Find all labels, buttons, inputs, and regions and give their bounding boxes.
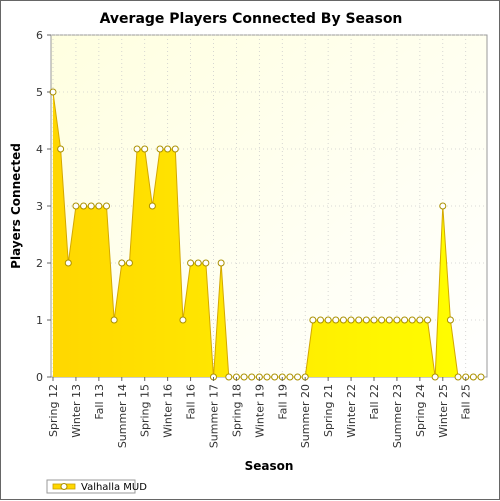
data-point [271, 373, 279, 381]
data-point [240, 373, 248, 381]
data-point [179, 316, 187, 324]
x-tick-label: Winter 13 [70, 384, 83, 438]
x-tick-label: Winter 16 [162, 384, 175, 438]
legend-box [46, 479, 136, 494]
data-point [439, 202, 447, 210]
data-point [378, 316, 386, 324]
data-point [469, 373, 477, 381]
data-point [339, 316, 347, 324]
data-point [477, 373, 485, 381]
x-tick-label: Spring 21 [322, 384, 335, 437]
data-point [217, 259, 225, 267]
data-point [286, 373, 294, 381]
data-point [194, 259, 202, 267]
data-point [187, 259, 195, 267]
legend-label: Valhalla MUD [81, 482, 147, 493]
y-tick-label: 0 [36, 371, 43, 384]
data-point [225, 373, 233, 381]
data-point [416, 316, 424, 324]
data-point [72, 202, 80, 210]
data-point [393, 316, 401, 324]
y-tick-label: 2 [36, 257, 43, 270]
data-point [401, 316, 409, 324]
x-tick-label: Spring 15 [139, 384, 152, 437]
y-tick-label: 5 [36, 86, 43, 99]
data-point [156, 145, 164, 153]
series-area-fill [53, 92, 481, 377]
data-point [424, 316, 431, 324]
data-point [57, 145, 65, 153]
x-tick-label: Summer 23 [391, 384, 404, 448]
data-point [95, 202, 103, 210]
x-tick-label: Spring 18 [230, 384, 243, 437]
data-point [118, 259, 126, 267]
data-point [332, 316, 340, 324]
data-point [202, 259, 210, 267]
x-tick-label: Fall 25 [460, 384, 473, 420]
y-tick-label: 4 [36, 143, 43, 156]
data-markers [49, 88, 485, 381]
data-point [148, 202, 156, 210]
x-tick-label: Fall 13 [93, 384, 106, 420]
data-point [362, 316, 370, 324]
x-tick-label: Winter 22 [345, 384, 358, 438]
data-point [141, 145, 149, 153]
data-point [317, 316, 324, 324]
x-tick-label: Winter 19 [253, 384, 266, 438]
y-axis-ticks: 0 1 2 3 4 5 6 [36, 29, 51, 384]
data-point [103, 202, 110, 210]
data-point [80, 202, 88, 210]
data-point [408, 316, 416, 324]
x-tick-label: Summer 20 [299, 384, 312, 448]
data-point [87, 202, 95, 210]
data-point [125, 259, 133, 267]
data-point [64, 259, 72, 267]
data-point [370, 316, 378, 324]
x-tick-label: Spring 24 [414, 384, 427, 437]
x-tick-label: Fall 16 [185, 384, 198, 420]
y-axis-title: Players Connected [9, 143, 23, 269]
x-axis-title: Season [245, 459, 294, 473]
data-point [309, 316, 317, 324]
data-point [347, 316, 355, 324]
x-tick-label: Summer 17 [208, 384, 221, 448]
y-tick-label: 6 [36, 29, 43, 42]
legend: Valhalla MUD [46, 479, 147, 494]
x-axis-ticks: Spring 12 Winter 13 Fall 13 Summer 14 Spring… [47, 377, 473, 448]
x-tick-label: Fall 22 [368, 384, 381, 420]
data-point [171, 145, 179, 153]
y-tick-label: 3 [36, 200, 43, 213]
y-tick-label: 1 [36, 314, 43, 327]
x-tick-label: Summer 14 [116, 384, 129, 448]
legend-marker [60, 483, 68, 490]
x-tick-label: Fall 19 [276, 384, 289, 420]
data-point [431, 373, 439, 381]
data-point [110, 316, 118, 324]
x-tick-label: Winter 25 [437, 384, 450, 438]
data-point [294, 373, 302, 381]
data-point [355, 316, 363, 324]
chart-title: Average Players Connected By Season [100, 11, 403, 27]
data-point [248, 373, 256, 381]
data-point [454, 373, 462, 381]
x-tick-label: Spring 12 [47, 384, 60, 437]
data-point [263, 373, 271, 381]
data-point [133, 145, 141, 153]
data-point [324, 316, 332, 324]
data-point [164, 145, 172, 153]
data-point [446, 316, 454, 324]
data-point [385, 316, 393, 324]
